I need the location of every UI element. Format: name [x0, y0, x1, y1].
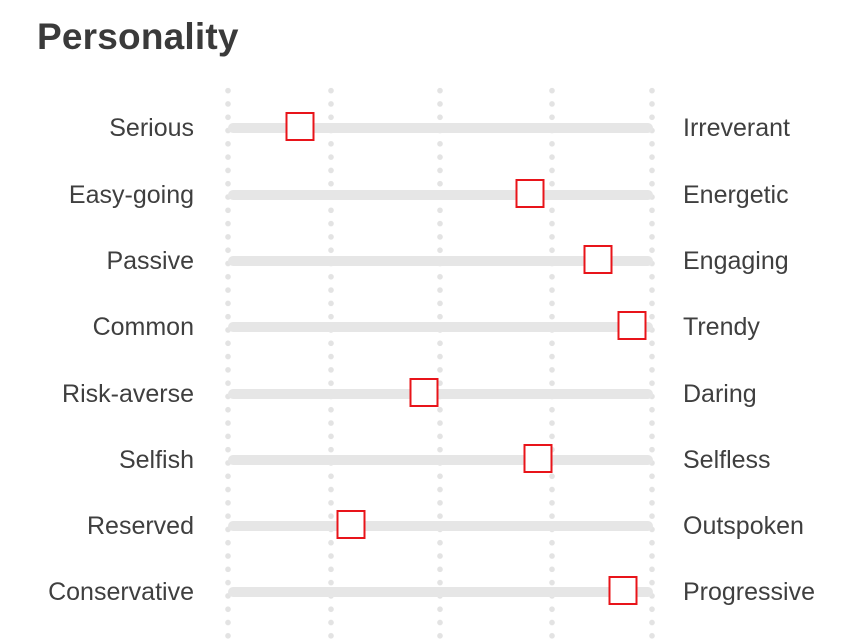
slider-handle[interactable] — [336, 510, 366, 539]
trait-right-label: Progressive — [683, 578, 815, 606]
trait-left-label: Serious — [109, 114, 194, 142]
trait-row-passive-engaging: Passive Engaging — [0, 241, 847, 281]
trait-right-label: Engaging — [683, 247, 789, 275]
slider-handle[interactable] — [409, 378, 438, 407]
slider-track[interactable] — [228, 587, 653, 597]
trait-row-riskaverse-daring: Risk-averse Daring — [0, 374, 847, 414]
slider-handle[interactable] — [617, 311, 647, 340]
trait-right-label: Irreverant — [683, 114, 790, 142]
slider-handle[interactable] — [285, 112, 315, 141]
slider-track[interactable] — [228, 256, 653, 266]
trait-row-easygoing-energetic: Easy-going Energetic — [0, 175, 847, 215]
trait-left-label: Selfish — [118, 446, 194, 474]
slider-track[interactable] — [228, 389, 653, 399]
slider-track[interactable] — [228, 322, 653, 332]
trait-left-label: Easy-going — [68, 181, 194, 209]
trait-left-label: Common — [92, 313, 194, 341]
trait-left-label: Conservative — [48, 578, 194, 606]
trait-left-label: Risk-averse — [62, 380, 194, 408]
slider-track[interactable] — [228, 521, 653, 531]
trait-left-label: Reserved — [87, 512, 194, 540]
slider-track[interactable] — [228, 123, 653, 133]
trait-row-selfish-selfless: Selfish Selfless — [0, 440, 847, 480]
trait-row-reserved-outspoken: Reserved Outspoken — [0, 506, 847, 546]
trait-row-common-trendy: Common Trendy — [0, 307, 847, 347]
trait-right-label: Outspoken — [683, 512, 804, 540]
trait-right-label: Selfless — [683, 446, 771, 474]
slider-handle[interactable] — [515, 179, 545, 208]
trait-row-conservative-progressive: Conservative Progressive — [0, 572, 847, 612]
trait-right-label: Daring — [683, 380, 757, 408]
slider-handle[interactable] — [523, 444, 553, 473]
trait-right-label: Trendy — [683, 313, 760, 341]
slider-track[interactable] — [228, 455, 653, 465]
trait-left-label: Passive — [106, 247, 194, 275]
trait-right-label: Energetic — [683, 181, 789, 209]
slider-track[interactable] — [228, 190, 653, 200]
slider-handle[interactable] — [608, 576, 638, 605]
page-title: Personality — [37, 16, 239, 57]
trait-row-serious-irreverant: Serious Irreverant — [0, 108, 847, 148]
slider-handle[interactable] — [583, 245, 613, 274]
